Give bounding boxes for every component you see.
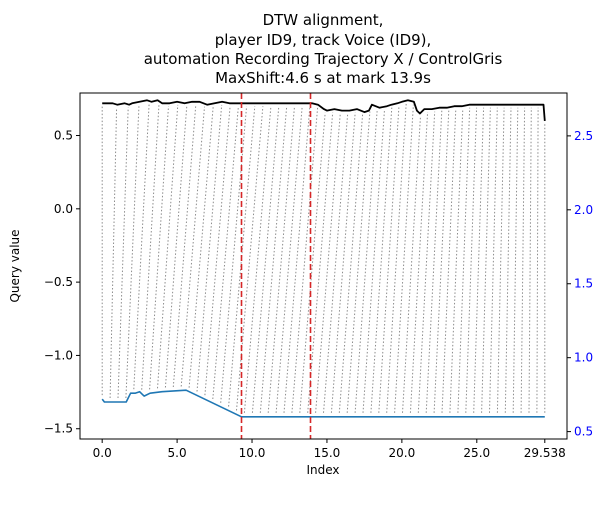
alignment-connector bbox=[520, 107, 526, 413]
alignment-connector bbox=[212, 106, 239, 400]
y-tick-label: 0.0 bbox=[54, 202, 73, 216]
y-tick-label: −1.0 bbox=[44, 348, 73, 362]
alignment-connector bbox=[402, 115, 421, 413]
alignment-connector bbox=[109, 107, 118, 399]
alignment-connector bbox=[346, 111, 371, 413]
y-tick-label: −1.5 bbox=[44, 422, 73, 436]
x-tick-label: 29.538 bbox=[524, 446, 566, 460]
title-line-1: DTW alignment, bbox=[263, 11, 384, 29]
alignment-connector bbox=[425, 110, 443, 413]
query-series-line bbox=[102, 99, 546, 121]
alignment-connector bbox=[330, 112, 356, 413]
alignment-connector bbox=[338, 114, 364, 413]
alignment-connector bbox=[449, 108, 464, 413]
title-line-4: MaxShift:4.6 s at mark 13.9s bbox=[215, 69, 431, 87]
alignment-connector bbox=[133, 103, 150, 390]
reference-series-line bbox=[101, 389, 545, 418]
x-tick-label: 5.0 bbox=[168, 446, 187, 460]
x-tick-label: 0.0 bbox=[93, 446, 112, 460]
alignment-connector bbox=[243, 106, 272, 413]
alignment-connector bbox=[125, 104, 140, 399]
chart-title: DTW alignment, player ID9, track Voice (… bbox=[144, 11, 503, 87]
alignment-connector bbox=[307, 112, 334, 413]
alignment-connector bbox=[457, 107, 471, 413]
alignment-connector bbox=[236, 106, 264, 411]
plot-frame bbox=[79, 92, 568, 440]
alignment-connector bbox=[196, 104, 223, 392]
alignment-connector bbox=[251, 106, 280, 413]
alignment-connector bbox=[536, 107, 539, 413]
alignment-connector bbox=[433, 110, 450, 413]
alignment-connector bbox=[299, 112, 326, 413]
x-tick-label: 20.0 bbox=[389, 446, 416, 460]
series-layer bbox=[101, 99, 546, 418]
x-axis-label: Index bbox=[306, 463, 339, 477]
vertical-marks bbox=[240, 93, 312, 439]
alignment-connector bbox=[354, 109, 378, 413]
y2-tick-label: 1.5 bbox=[574, 277, 593, 291]
alignment-connector bbox=[149, 106, 169, 390]
alignment-connector bbox=[188, 106, 214, 388]
title-line-3: automation Recording Trajectory X / Cont… bbox=[144, 50, 503, 68]
y-tick-label: 0.5 bbox=[54, 129, 73, 143]
alignment-connector bbox=[496, 107, 505, 413]
y2-tick-label: 1.0 bbox=[574, 351, 593, 365]
alignment-connector bbox=[172, 104, 197, 388]
alignment-connectors bbox=[101, 103, 546, 413]
x-tick-label: 25.0 bbox=[463, 446, 490, 460]
alignment-connector bbox=[441, 109, 457, 413]
x-tick-label: 10.0 bbox=[239, 446, 266, 460]
alignment-connector bbox=[512, 107, 519, 413]
x-axis: 0.0 5.0 10.0 15.0 20.0 25.0 29.538 bbox=[93, 439, 566, 460]
alignment-connector bbox=[291, 107, 319, 413]
alignment-connector bbox=[157, 104, 179, 389]
alignment-connector bbox=[259, 106, 288, 413]
y-axis-left: 0.5 0.0 −0.5 −1.0 −1.5 bbox=[44, 129, 80, 436]
alignment-connector bbox=[417, 111, 436, 413]
y2-tick-label: 2.5 bbox=[574, 129, 593, 143]
alignment-connector bbox=[394, 104, 414, 413]
alignment-connector bbox=[315, 113, 341, 413]
y-axis-label: Query value bbox=[8, 229, 22, 302]
alignment-connector bbox=[362, 109, 385, 413]
y2-tick-label: 2.0 bbox=[574, 203, 593, 217]
alignment-connector bbox=[378, 105, 400, 413]
alignment-connector bbox=[481, 107, 491, 413]
y-axis-right: 2.5 2.0 1.5 1.0 0.5 bbox=[567, 129, 593, 439]
alignment-connector bbox=[409, 112, 429, 413]
alignment-connector bbox=[164, 105, 188, 388]
alignment-connector bbox=[386, 103, 407, 413]
title-line-2: player ID9, track Voice (ID9), bbox=[215, 31, 432, 49]
alignment-connector bbox=[180, 106, 205, 387]
alignment-connector bbox=[141, 104, 160, 390]
alignment-connector bbox=[528, 107, 532, 413]
y-tick-label: −0.5 bbox=[44, 275, 73, 289]
x-tick-label: 15.0 bbox=[314, 446, 341, 460]
alignment-connector bbox=[220, 106, 248, 403]
alignment-connector bbox=[504, 107, 512, 413]
y2-tick-label: 0.5 bbox=[574, 425, 593, 439]
alignment-connector bbox=[489, 107, 498, 413]
alignment-connector bbox=[323, 113, 349, 413]
alignment-connector bbox=[275, 106, 303, 413]
alignment-connector bbox=[117, 107, 129, 399]
alignment-connector bbox=[283, 106, 311, 413]
alignment-connector bbox=[204, 106, 231, 396]
alignment-connector bbox=[267, 106, 295, 413]
